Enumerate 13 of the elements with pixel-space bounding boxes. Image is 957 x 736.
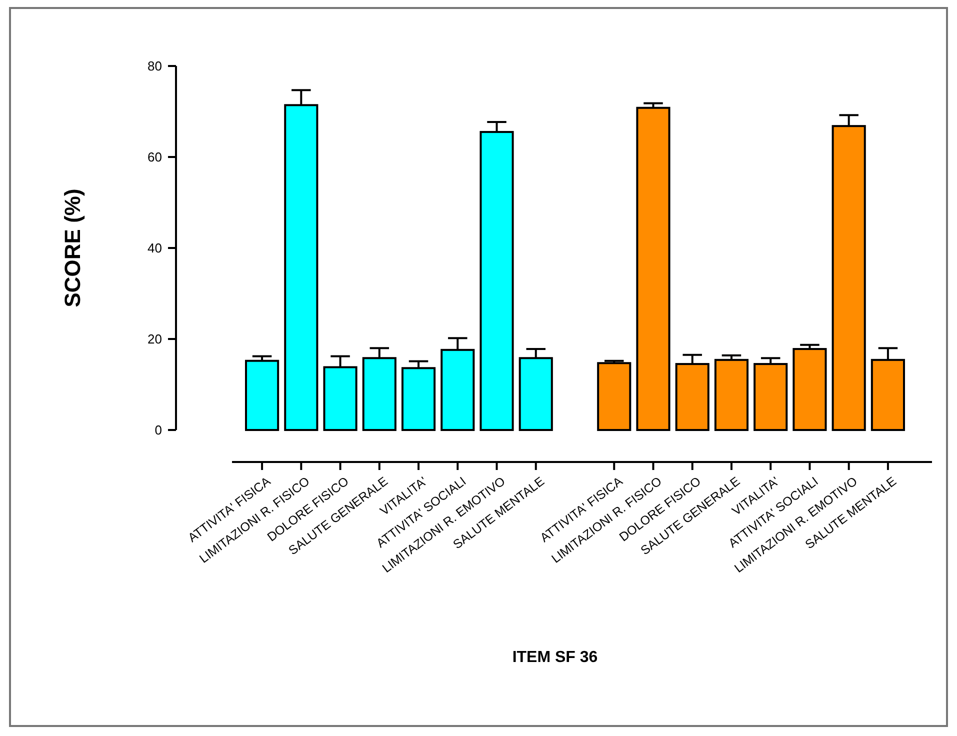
bar — [792, 348, 827, 431]
bar — [597, 362, 632, 431]
bar — [636, 106, 670, 431]
bar — [714, 358, 749, 431]
y-tick-label: 60 — [148, 150, 162, 165]
y-axis-title: SCORE (%) — [60, 188, 85, 308]
x-axis-title: ITEM SF 36 — [512, 649, 598, 666]
y-tick-label: 20 — [148, 332, 162, 347]
bar — [245, 360, 280, 431]
y-tick-label: 0 — [154, 422, 162, 438]
y-tick-label: 40 — [148, 240, 162, 256]
y-tick-label: 80 — [148, 58, 162, 74]
bar — [754, 363, 788, 431]
